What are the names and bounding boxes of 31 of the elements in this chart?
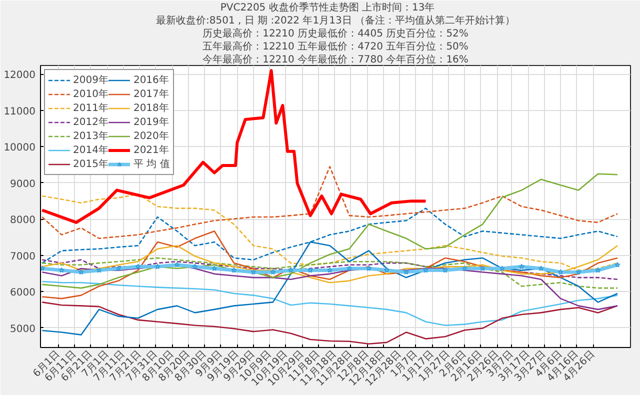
y-tick-label: 5000 bbox=[10, 324, 36, 335]
text: 今年最高价：12210 今年最低价：7780 今年百分位：16% bbox=[202, 54, 468, 66]
y-tick-label: 11000 bbox=[4, 106, 36, 118]
legend-label: 2012年 bbox=[73, 116, 108, 129]
chart-subtitle: 最新收盘价:8501 , 日 期 :2022 年1月13日 （备注：平均值从第二年开始计算） bbox=[156, 14, 515, 26]
text: 历史最高价：12210 历史最低价：4405 历史百分位：52% bbox=[202, 28, 468, 40]
legend-label: 2016年 bbox=[133, 74, 169, 87]
legend-label: 2013年 bbox=[73, 130, 108, 143]
y-tick-label: 8000 bbox=[10, 215, 36, 226]
text: 五年最高价：12210 五年最低价：4720 五年百分位：50% bbox=[202, 40, 468, 52]
legend-label: 2015年 bbox=[73, 158, 108, 171]
legend-label: 平 均 值 bbox=[133, 158, 170, 171]
legend-label: 2017年 bbox=[133, 88, 169, 101]
line-series bbox=[41, 173, 618, 289]
chart-title: PVC2205 收盘价季节性走势图 上市时间：13年 bbox=[220, 2, 435, 14]
y-tick-label: 6000 bbox=[10, 288, 36, 299]
legend-label: 2011年 bbox=[73, 102, 108, 115]
legend-label: 2010年 bbox=[73, 88, 108, 101]
y-tick-label: 12000 bbox=[4, 70, 36, 82]
legend-label: 2009年 bbox=[73, 74, 108, 87]
y-tick-label: 7000 bbox=[10, 251, 36, 262]
legend-label: 2021年 bbox=[133, 144, 169, 157]
y-tick-label: 9000 bbox=[10, 178, 36, 190]
line-series bbox=[40, 69, 428, 224]
legend-label: 2019年 bbox=[133, 116, 169, 129]
legend-label: 2014年 bbox=[73, 144, 108, 157]
legend-label: 2018年 bbox=[133, 102, 169, 115]
line-series bbox=[41, 302, 618, 345]
line-series bbox=[41, 280, 618, 326]
y-tick-label: 10000 bbox=[4, 142, 36, 154]
legend-label: 2020年 bbox=[133, 130, 169, 143]
